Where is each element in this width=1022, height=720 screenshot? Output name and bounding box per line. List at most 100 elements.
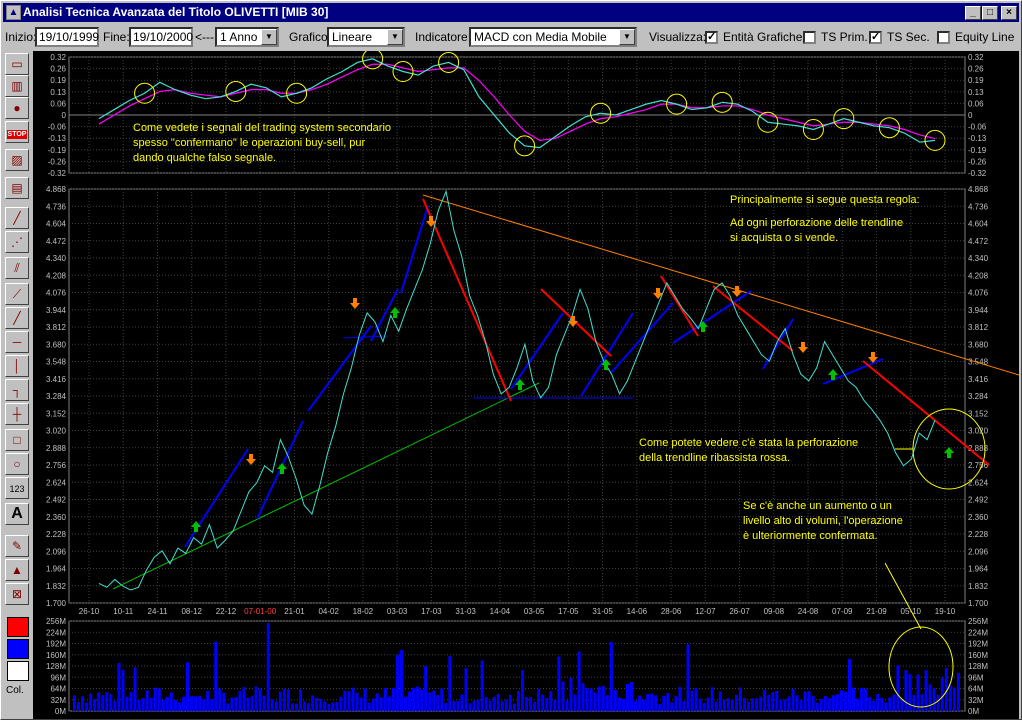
- trendline-button[interactable]: ╱: [5, 207, 29, 229]
- app-icon[interactable]: ▲: [6, 5, 21, 20]
- start-label: Inizio:: [5, 30, 37, 44]
- price-tick-label-left: 3.020: [46, 427, 67, 436]
- sell-arrow: [868, 352, 878, 363]
- check-entita-grafiche[interactable]: ✓: [705, 31, 718, 44]
- color-swatch-white[interactable]: [7, 661, 29, 681]
- chevron-down-icon[interactable]: ▼: [619, 29, 635, 45]
- x-axis-label: 14-06: [627, 607, 648, 616]
- chart-type-select[interactable]: Lineare ▼: [327, 27, 405, 47]
- volume-bar: [286, 689, 290, 711]
- volume-bar: [658, 703, 662, 711]
- bar-chart-button[interactable]: ▥: [5, 75, 29, 97]
- numbers-button[interactable]: 123: [5, 477, 29, 499]
- volume-bar: [847, 658, 851, 711]
- maximize-button[interactable]: □: [982, 6, 998, 20]
- volume-bar: [569, 677, 573, 711]
- volume-bar: [258, 688, 262, 711]
- volume-bar: [940, 677, 944, 711]
- horizontal-line-button[interactable]: ─: [5, 331, 29, 353]
- uptrend-line: [370, 288, 399, 342]
- check-equity-line[interactable]: [937, 31, 950, 44]
- globe-button[interactable]: ●: [5, 97, 29, 119]
- close-button[interactable]: ×: [1001, 6, 1017, 20]
- breakout-annotation-text: Come potete vedere c'è stata la perforaz…: [639, 437, 858, 449]
- toolbar: Inizio: 19/10/1999 Fine: 19/10/2000 <---…: [3, 25, 1019, 49]
- pencil-button[interactable]: ✎: [5, 535, 29, 557]
- price-tick-label-right: 4.208: [968, 271, 989, 280]
- start-date-input[interactable]: 19/10/1999: [35, 27, 99, 47]
- volume-bar: [706, 697, 710, 711]
- channel-button[interactable]: ⫽: [5, 257, 29, 279]
- text-button[interactable]: A: [5, 503, 29, 525]
- check-ts-prim[interactable]: [803, 31, 816, 44]
- uptrend-line: [184, 448, 249, 548]
- minimize-button[interactable]: _: [965, 6, 981, 20]
- volume-bar: [771, 692, 775, 711]
- chevron-down-icon[interactable]: ▼: [387, 29, 403, 45]
- title-bar[interactable]: ▲ Analisi Tecnica Avanzata del Titolo OL…: [3, 3, 1019, 22]
- stop-button[interactable]: STOP: [5, 121, 29, 143]
- volume-bar: [157, 688, 161, 711]
- volume-bar: [775, 690, 779, 711]
- volume-bar: [843, 691, 847, 711]
- volume-bar: [472, 700, 476, 711]
- volume-bar: [81, 696, 85, 711]
- volume-bar: [767, 694, 771, 711]
- chart-svg[interactable]: 0.32 0.32 0.26 0.26 0.19 0.19 0.13 0.13 0.06 0.06…: [33, 51, 1019, 719]
- check-ts-sec[interactable]: ✓: [869, 31, 882, 44]
- colors-label: Col.: [6, 685, 24, 696]
- color-swatch-red[interactable]: [7, 617, 29, 637]
- trendline-dotted-button[interactable]: ⋰: [5, 231, 29, 253]
- buy-arrow: [944, 447, 954, 458]
- period-select[interactable]: 1 Anno ▼: [215, 27, 279, 47]
- volume-bar: [456, 701, 460, 711]
- volume-bar: [270, 699, 274, 711]
- macd-signal-circle: [833, 108, 855, 130]
- circle-button[interactable]: ○: [5, 453, 29, 475]
- volume-bar: [206, 690, 210, 711]
- macd-tick-label-right: 0: [968, 111, 973, 120]
- volume-bar: [181, 696, 185, 711]
- rectangle-button[interactable]: □: [5, 429, 29, 451]
- indicator-select[interactable]: MACD con Media Mobile ▼: [469, 27, 637, 47]
- downtrend-line: [660, 275, 699, 337]
- volume-bar: [787, 696, 791, 711]
- paint-button[interactable]: ▲: [5, 559, 29, 581]
- volume-tick-label-right: 256M: [968, 617, 988, 626]
- volume-bar: [763, 689, 767, 711]
- volume-bar: [508, 695, 512, 711]
- x-axis-label: 04-02: [318, 607, 339, 616]
- volume-bar: [97, 692, 101, 711]
- volume-bar: [488, 700, 492, 711]
- volume-bar: [795, 695, 799, 711]
- step-button[interactable]: ┐: [5, 379, 29, 401]
- end-date-input[interactable]: 19/10/2000: [129, 27, 193, 47]
- volume-tick-label-left: 192M: [46, 640, 66, 649]
- x-axis-label: 24-08: [798, 607, 819, 616]
- volume-bar: [444, 703, 448, 711]
- volume-bar: [581, 683, 585, 711]
- vertical-line-button[interactable]: │: [5, 355, 29, 377]
- volume-bar: [234, 697, 238, 711]
- price-tick-label-right: 2.888: [968, 444, 989, 453]
- fan-button[interactable]: ⟋: [5, 283, 29, 305]
- trendline-dotted-icon: ⋰: [11, 235, 23, 249]
- macd-tick-label-left: -0.32: [48, 169, 67, 178]
- macd-annotation-text: spesso "confermano" le operazioni buy-se…: [133, 137, 366, 149]
- x-axis-label: 07-01-00: [244, 607, 277, 616]
- indicator-label: Indicatore:: [415, 30, 472, 44]
- volume-bar: [327, 703, 331, 711]
- printer-button[interactable]: ▤: [5, 177, 29, 199]
- x-axis-label: 19-10: [935, 607, 956, 616]
- volume-bar: [177, 702, 181, 711]
- cross-button[interactable]: ┼: [5, 403, 29, 425]
- chart-area[interactable]: 0.32 0.32 0.26 0.26 0.19 0.19 0.13 0.13 0.06 0.06…: [33, 51, 1019, 719]
- rule-text: Ad ogni perforazione delle trendline: [730, 217, 903, 229]
- volume-bar: [860, 688, 864, 711]
- line-button[interactable]: ╱: [5, 307, 29, 329]
- folder-button[interactable]: ▭: [5, 53, 29, 75]
- erase-button[interactable]: ⊠: [5, 583, 29, 605]
- chevron-down-icon[interactable]: ▼: [261, 29, 277, 45]
- color-swatch-blue[interactable]: [7, 639, 29, 659]
- indicator-chart-button[interactable]: ▨: [5, 149, 29, 171]
